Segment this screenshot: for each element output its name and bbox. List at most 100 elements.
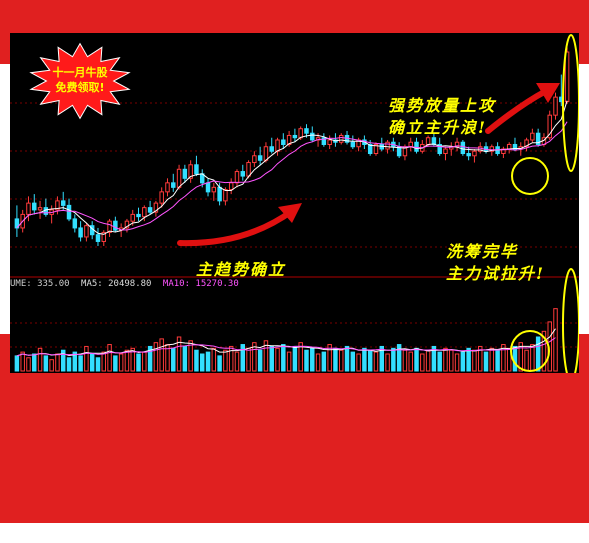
candle-body <box>385 141 390 150</box>
breakout-arrow-head <box>536 83 560 103</box>
volume-bar <box>362 347 367 372</box>
volume-bar <box>176 336 182 372</box>
candle-body <box>14 218 20 229</box>
promo-starburst <box>29 42 131 120</box>
candle-body <box>188 164 193 179</box>
candle-body <box>113 220 118 231</box>
annotation-strong-volume: 强势放量上攻 确立主升浪! <box>388 95 496 139</box>
candle-body <box>60 200 66 206</box>
promo-text: 十一月牛股 免费领取! <box>34 65 126 95</box>
candle-body <box>350 141 356 148</box>
volume-bar <box>246 347 251 372</box>
candle-body <box>506 143 512 150</box>
candle-body <box>165 182 170 193</box>
volume-bar <box>252 342 257 372</box>
volume-bar <box>257 349 263 372</box>
volume-bar <box>338 349 344 372</box>
candle-body <box>223 189 228 202</box>
candle-body <box>310 132 315 141</box>
candle-body <box>443 148 448 155</box>
volume-bar <box>95 357 101 372</box>
red-band-bottom <box>0 373 589 523</box>
breakout-arrow-shaft <box>485 88 549 134</box>
candle-body <box>460 141 466 155</box>
volume-bar <box>286 351 292 372</box>
candle-body <box>547 114 552 139</box>
volume-bar <box>535 336 541 372</box>
volume-bar <box>472 349 477 372</box>
volume-bar <box>292 345 298 372</box>
candle-body <box>327 139 332 145</box>
volume-bar <box>483 351 489 372</box>
trend-arrow-head <box>278 203 302 223</box>
volume-bar <box>37 347 43 372</box>
volume-bar <box>66 357 72 372</box>
volume-bar <box>553 308 558 372</box>
volume-bar <box>32 353 37 372</box>
white-gap-right <box>579 64 589 334</box>
candle-body <box>66 204 72 220</box>
volume-bar <box>107 344 112 372</box>
annotation-washout: 洗筹完毕 主力试拉升! <box>446 241 545 285</box>
price-ma5-line <box>16 100 568 235</box>
kline-panel: UME: 335.00 MA5: 20498.80 MA10: 15270.30… <box>10 33 579 373</box>
candle-body <box>136 213 141 218</box>
ma10-readout: MA10: 15270.30 <box>162 279 239 289</box>
volume-ma10-line <box>16 337 556 357</box>
volume-bar <box>275 347 280 372</box>
candle-body <box>107 220 112 233</box>
volume-bar <box>466 347 471 372</box>
candle-body <box>124 220 130 229</box>
volume-bar <box>327 344 332 372</box>
volume-bar <box>55 353 60 372</box>
candle-body <box>194 164 199 175</box>
volume-bar <box>142 351 147 372</box>
volume-bar <box>20 351 25 372</box>
volume-bar <box>43 355 49 372</box>
candle-body <box>101 231 107 242</box>
candle-body <box>240 171 246 177</box>
candle-body <box>159 191 164 204</box>
volume-bar <box>199 353 205 372</box>
volume-bar <box>194 349 199 372</box>
candle-body <box>530 132 535 141</box>
candle-body <box>489 146 495 152</box>
volume-bar <box>147 345 153 372</box>
promo-line1: 十一月牛股 <box>52 66 108 79</box>
candle-body <box>246 162 251 177</box>
volume-bar <box>367 349 373 372</box>
volume-bar <box>437 351 442 372</box>
volume-bar <box>171 347 176 372</box>
candle-body <box>286 134 292 145</box>
volume-bar <box>60 349 66 372</box>
volume-bar <box>477 345 483 372</box>
volume-bar <box>310 347 315 372</box>
volume-bar <box>402 349 408 372</box>
volume-bar <box>84 345 89 372</box>
candle-body <box>373 143 379 155</box>
candle-body <box>78 227 83 238</box>
candle-body <box>414 141 419 152</box>
volume-bar <box>501 344 506 372</box>
volume-bar <box>124 349 130 372</box>
highlight-oval-price-breakout <box>562 34 579 172</box>
volume-bar <box>344 345 350 372</box>
white-gap-left <box>0 64 10 334</box>
volume-bar <box>443 347 448 372</box>
volume-bar <box>113 355 118 372</box>
volume-bar <box>512 345 518 372</box>
candle-body <box>37 207 43 211</box>
candle-body <box>84 225 89 238</box>
candle-body <box>130 213 135 222</box>
volume-bar <box>356 353 361 372</box>
volume-bar <box>240 344 246 372</box>
highlight-oval-volume-breakout <box>562 268 579 373</box>
candle-body <box>304 128 309 134</box>
candle-body <box>228 182 234 191</box>
volume-bar <box>454 353 460 372</box>
candle-body <box>564 51 570 103</box>
volume-bar <box>460 351 466 372</box>
candle-body <box>55 200 60 211</box>
candle-body <box>72 218 78 229</box>
volume-bar <box>101 351 107 372</box>
